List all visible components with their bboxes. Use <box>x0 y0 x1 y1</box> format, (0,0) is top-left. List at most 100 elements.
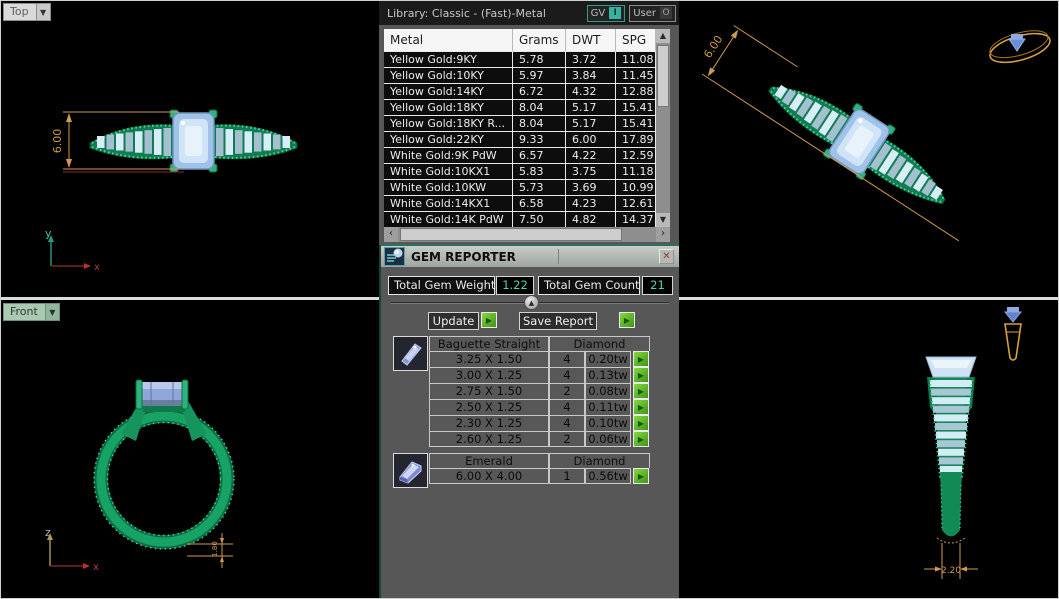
scroll-left-icon[interactable]: ‹ <box>384 227 398 242</box>
gem-material-header: Diamond <box>549 453 650 468</box>
metal-table-cell: 5.73 <box>513 180 566 196</box>
scroll-up-icon[interactable]: ▲ <box>656 29 670 43</box>
gem-weight-cell: 0.20tw <box>585 351 631 367</box>
gem-size-cell: 2.75 X 1.50 <box>429 383 549 399</box>
svg-text:x: x <box>93 562 99 573</box>
metal-table-cell: 4.32 <box>566 84 616 100</box>
metal-table-cell: 15.41 <box>616 100 656 116</box>
metal-table-cell: Yellow Gold:9KY <box>384 52 513 68</box>
metal-table-cell: 3.84 <box>566 68 616 84</box>
metal-table-row[interactable]: White Gold:10KW 5.73 3.69 10.99 <box>384 180 656 196</box>
horizontal-scrollbar[interactable]: ‹ › <box>384 227 670 242</box>
metal-table-row[interactable]: White Gold:14K PdW 7.50 4.82 14.37 <box>384 212 656 228</box>
metal-table-cell: 3.75 <box>566 164 616 180</box>
metal-table-cell: 4.82 <box>566 212 616 228</box>
dimension-label: 6.00 <box>51 129 64 154</box>
svg-text:x: x <box>94 262 100 273</box>
col-spg[interactable]: SPG <box>616 29 656 51</box>
emerald-gem-icon <box>393 453 428 488</box>
gem-count-cell: 4 <box>549 415 585 431</box>
metal-table-cell: 5.17 <box>566 116 616 132</box>
svg-text:y: y <box>45 227 52 240</box>
ring-profile <box>925 356 977 537</box>
col-metal[interactable]: Metal <box>384 29 513 51</box>
save-report-go-icon[interactable]: ▶ <box>619 312 635 328</box>
gem-table-row: 2.30 X 1.25 4 0.10tw ▶ <box>429 415 650 431</box>
viewport-side-render: 2.20 <box>924 307 1023 579</box>
scroll-thumb[interactable] <box>657 45 669 107</box>
metal-table-row[interactable]: Yellow Gold:9KY 5.78 3.72 11.08 <box>384 52 656 68</box>
metal-table-body: Yellow Gold:9KY 5.78 3.72 11.08 Yellow Gold:… <box>384 51 656 228</box>
close-icon[interactable]: ✕ <box>659 249 674 264</box>
col-dwt[interactable]: DWT <box>566 29 616 51</box>
gem-reporter-icon <box>384 247 405 266</box>
viewport-perspective-render: 6.00 <box>701 25 1051 242</box>
scroll-down-icon[interactable]: ▼ <box>656 213 670 227</box>
gem-size-cell: 3.00 X 1.25 <box>429 367 549 383</box>
gem-weight-cell: 0.08tw <box>585 383 631 399</box>
gem-reporter-titlebar[interactable]: GEM REPORTER ✕ <box>381 246 679 267</box>
gem-count-cell: 2 <box>549 431 585 447</box>
metal-table-cell: 15.41 <box>616 116 656 132</box>
total-gem-weight-value[interactable]: 1.22 <box>496 276 534 295</box>
update-go-icon[interactable]: ▶ <box>481 312 497 328</box>
dimension-label: 1.80 <box>211 541 219 557</box>
metal-table-row[interactable]: White Gold:10KX1 5.83 3.75 11.18 <box>384 164 656 180</box>
total-gem-count-value[interactable]: 21 <box>642 276 673 295</box>
metal-table-cell: White Gold:9K PdW <box>384 148 513 164</box>
chevron-down-icon[interactable]: ▼ <box>44 304 59 320</box>
viewport-front-render: 1.80 z x <box>45 379 235 573</box>
update-button[interactable]: Update <box>428 312 479 330</box>
scroll-thumb[interactable] <box>400 228 622 241</box>
gem-weight-cell: 0.13tw <box>585 367 631 383</box>
dimension-6mm <box>63 111 179 170</box>
metal-table-row[interactable]: Yellow Gold:18KY R... 8.04 5.17 15.41 <box>384 116 656 132</box>
metal-table-row[interactable]: White Gold:14KX1 6.58 4.23 12.61 <box>384 196 656 212</box>
library-header: Library: Classic - (Fast)-Metal GV I Use… <box>379 1 679 25</box>
gem-weight-cell: 0.56tw <box>585 468 631 484</box>
gem-row-action-cell: ▶ <box>631 367 650 383</box>
gem-count-cell: 4 <box>549 351 585 367</box>
metal-table-cell: 6.72 <box>513 84 566 100</box>
metal-table-cell: Yellow Gold:18KY R... <box>384 116 513 132</box>
axis-indicator: y x <box>45 227 100 273</box>
metal-table-row[interactable]: White Gold:9K PdW 6.57 4.22 12.59 <box>384 148 656 164</box>
metal-table-row[interactable]: Yellow Gold:14KY 6.72 4.32 12.88 <box>384 84 656 100</box>
chevron-down-icon[interactable]: ▼ <box>35 4 50 20</box>
viewport-selector-front[interactable]: Front ▼ <box>3 303 60 321</box>
viewport-selector-top[interactable]: Top ▼ <box>3 3 51 21</box>
vertical-scrollbar[interactable]: ▲ ▼ <box>656 29 670 227</box>
gem-row-go-icon[interactable]: ▶ <box>633 383 649 399</box>
col-grams[interactable]: Grams <box>513 29 566 51</box>
scroll-right-icon[interactable]: › <box>656 227 670 242</box>
gem-weight-cell: 0.06tw <box>585 431 631 447</box>
metal-table-cell: 4.23 <box>566 196 616 212</box>
gem-row-go-icon[interactable]: ▶ <box>633 399 649 415</box>
titlebar-divider <box>557 249 559 264</box>
gem-row-go-icon[interactable]: ▶ <box>633 468 649 484</box>
gem-size-cell: 6.00 X 4.00 <box>429 468 549 484</box>
gem-row-action-cell: ▶ <box>631 468 650 484</box>
metal-table-cell: Yellow Gold:10KY <box>384 68 513 84</box>
gem-weight-cell: 0.11tw <box>585 399 631 415</box>
viewport-top-render: 6.00 y x <box>45 109 298 273</box>
gem-size-cell: 2.50 X 1.25 <box>429 399 549 415</box>
gem-count-cell: 1 <box>549 468 585 484</box>
gem-row-go-icon[interactable]: ▶ <box>633 351 649 367</box>
user-toggle[interactable]: User O <box>629 4 676 22</box>
gv-toggle[interactable]: GV I <box>586 4 626 22</box>
user-toggle-state: O <box>660 7 672 19</box>
gem-count-cell: 4 <box>549 399 585 415</box>
metal-table-cell: 12.59 <box>616 148 656 164</box>
collapse-toggle-icon[interactable]: ▲ <box>524 295 539 310</box>
metal-table-cell: 12.61 <box>616 196 656 212</box>
gem-row-go-icon[interactable]: ▶ <box>633 431 649 447</box>
metal-table-row[interactable]: Yellow Gold:10KY 5.97 3.84 11.45 <box>384 68 656 84</box>
gem-row-go-icon[interactable]: ▶ <box>633 367 649 383</box>
metal-table-row[interactable]: Yellow Gold:22KY 9.33 6.00 17.89 <box>384 132 656 148</box>
save-report-button[interactable]: Save Report <box>519 312 597 330</box>
gem-row-go-icon[interactable]: ▶ <box>633 415 649 431</box>
metal-table-row[interactable]: Yellow Gold:18KY 8.04 5.17 15.41 <box>384 100 656 116</box>
gem-row-action-cell: ▶ <box>631 383 650 399</box>
library-title: Library: Classic - (Fast)-Metal <box>387 6 546 20</box>
